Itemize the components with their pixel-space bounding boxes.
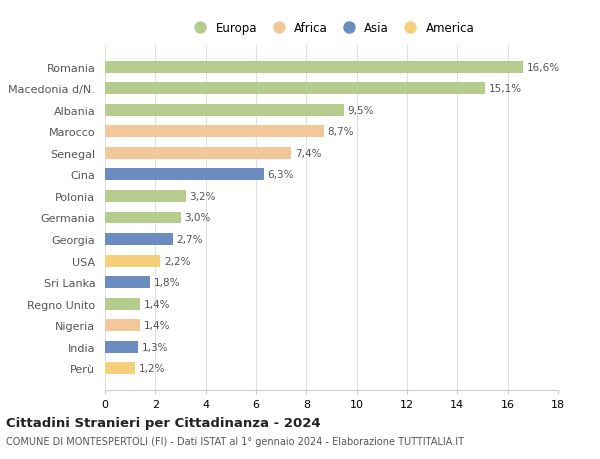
Bar: [105, 126, 324, 138]
Bar: [105, 298, 140, 310]
Bar: [105, 319, 140, 331]
Text: 3,0%: 3,0%: [184, 213, 211, 223]
Bar: [105, 83, 485, 95]
Bar: [105, 62, 523, 73]
Text: 1,3%: 1,3%: [142, 342, 168, 352]
Text: 6,3%: 6,3%: [268, 170, 294, 180]
Text: 1,4%: 1,4%: [144, 320, 170, 330]
Text: 15,1%: 15,1%: [489, 84, 522, 94]
Bar: [105, 148, 291, 159]
Bar: [105, 341, 138, 353]
Text: Cittadini Stranieri per Cittadinanza - 2024: Cittadini Stranieri per Cittadinanza - 2…: [6, 416, 320, 429]
Bar: [105, 277, 151, 288]
Text: 7,4%: 7,4%: [295, 149, 322, 158]
Text: 2,2%: 2,2%: [164, 256, 191, 266]
Text: COMUNE DI MONTESPERTOLI (FI) - Dati ISTAT al 1° gennaio 2024 - Elaborazione TUTT: COMUNE DI MONTESPERTOLI (FI) - Dati ISTA…: [6, 437, 464, 446]
Text: 2,7%: 2,7%: [177, 235, 203, 245]
Text: 1,2%: 1,2%: [139, 364, 166, 374]
Legend: Europa, Africa, Asia, America: Europa, Africa, Asia, America: [184, 17, 479, 40]
Bar: [105, 363, 135, 375]
Bar: [105, 234, 173, 246]
Text: 1,4%: 1,4%: [144, 299, 170, 309]
Bar: [105, 212, 181, 224]
Text: 16,6%: 16,6%: [527, 62, 560, 73]
Bar: [105, 190, 185, 202]
Bar: [105, 169, 263, 181]
Text: 3,2%: 3,2%: [190, 191, 216, 202]
Text: 8,7%: 8,7%: [328, 127, 354, 137]
Text: 9,5%: 9,5%: [348, 106, 374, 116]
Bar: [105, 255, 160, 267]
Bar: [105, 105, 344, 117]
Text: 1,8%: 1,8%: [154, 278, 181, 287]
